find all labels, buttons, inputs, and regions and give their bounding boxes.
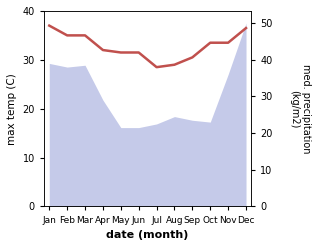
Y-axis label: med. precipitation
(kg/m2): med. precipitation (kg/m2) bbox=[289, 64, 311, 153]
X-axis label: date (month): date (month) bbox=[107, 230, 189, 240]
Y-axis label: max temp (C): max temp (C) bbox=[7, 73, 17, 144]
